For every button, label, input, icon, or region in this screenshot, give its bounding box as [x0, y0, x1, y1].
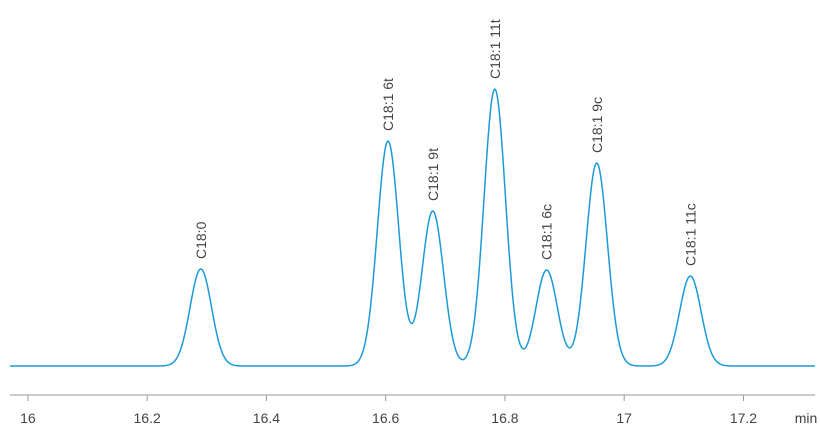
x-tick-label: 16.4: [253, 410, 280, 426]
peak-label: C18:1 11t: [487, 19, 503, 79]
peak-label: C18:1 9t: [425, 148, 441, 201]
peak-trace: [520, 269, 573, 350]
peak-label: C18:1 6c: [539, 204, 555, 260]
peak-label: C18:1 6t: [380, 78, 396, 131]
peak-label: C18:1 9c: [589, 97, 605, 153]
x-tick-label: 16.2: [134, 410, 161, 426]
peak-trace: [571, 162, 644, 367]
x-tick-label: 16: [20, 410, 36, 426]
x-tick-label: 17: [616, 410, 632, 426]
x-tick-label: 17.2: [730, 410, 757, 426]
x-tick-label: 16.6: [372, 410, 399, 426]
x-tick-label: 16.8: [491, 410, 518, 426]
peak-trace: [10, 268, 295, 367]
peak-trace: [409, 210, 465, 361]
peak-label: C18:0: [193, 221, 209, 259]
peak-label: C18:1 11c: [682, 203, 698, 266]
x-unit: min: [795, 410, 818, 426]
peak-trace: [643, 275, 816, 367]
peak-trace: [294, 140, 412, 367]
peak-trace: [463, 88, 522, 360]
